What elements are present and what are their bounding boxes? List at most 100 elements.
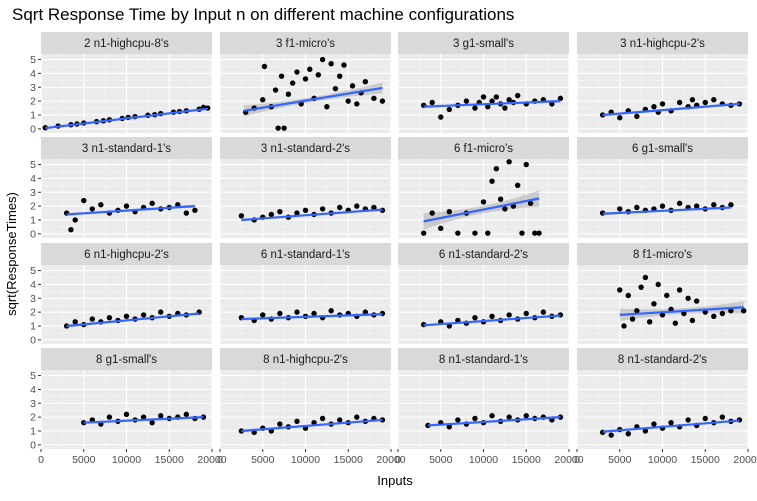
facet-strip bbox=[577, 137, 748, 159]
data-point bbox=[446, 208, 452, 215]
data-point bbox=[536, 230, 542, 236]
facet-panel: 2 n1-highcpu-8's 0 12 3 4 5 bbox=[30, 32, 213, 135]
data-point bbox=[455, 230, 461, 236]
data-point bbox=[702, 99, 708, 106]
y-tick-label: 5 bbox=[30, 265, 36, 277]
data-point bbox=[694, 298, 700, 304]
data-point bbox=[362, 79, 369, 85]
facet-label: 3 n1-standard-1's bbox=[82, 143, 171, 155]
data-point bbox=[149, 419, 155, 426]
data-point bbox=[689, 317, 696, 324]
facet-label: 8 n1-standard-1's bbox=[439, 354, 528, 366]
data-point bbox=[489, 98, 495, 104]
regression-line bbox=[602, 419, 740, 433]
data-point bbox=[711, 202, 717, 208]
facet-panel: 8 n1-standard-1's 0 5000 10000 15000 20000 bbox=[395, 348, 584, 466]
data-point bbox=[158, 413, 164, 419]
facet-panel: 6 n1-standard-2's bbox=[397, 243, 570, 344]
facet-panel: 8 f1-micro's bbox=[576, 243, 749, 344]
facet-label: 2 n1-highcpu-8's bbox=[84, 38, 169, 50]
y-axis-title: sqrt(ResponseTimes) bbox=[4, 192, 19, 316]
facet-panel: 6 n1-standard-1's bbox=[219, 243, 392, 344]
data-point bbox=[634, 113, 640, 120]
regression-line bbox=[241, 313, 383, 321]
data-point bbox=[354, 101, 360, 107]
data-point bbox=[659, 203, 666, 209]
data-point bbox=[659, 312, 666, 318]
data-point bbox=[337, 417, 343, 423]
facet-strip bbox=[398, 348, 569, 370]
data-point bbox=[294, 309, 300, 315]
data-point bbox=[438, 114, 444, 120]
y-tick-label: 3 bbox=[30, 187, 36, 199]
chart-title: Sqrt Response Time by Input n on differe… bbox=[12, 5, 514, 24]
regression-line bbox=[66, 312, 200, 328]
data-point bbox=[277, 421, 283, 427]
data-point bbox=[302, 207, 309, 213]
data-point bbox=[711, 313, 717, 319]
facet-panel: 8 n1-highcpu-2's 0 5000 10000 15000 20000 bbox=[217, 348, 406, 466]
regression-line bbox=[45, 107, 208, 130]
data-point bbox=[493, 166, 500, 172]
data-point bbox=[472, 105, 478, 111]
data-point bbox=[315, 72, 322, 78]
x-tick-label: 10000 bbox=[291, 454, 320, 466]
data-point bbox=[651, 103, 657, 110]
data-point bbox=[149, 200, 155, 207]
data-point bbox=[319, 206, 326, 212]
data-point bbox=[634, 308, 640, 314]
data-point bbox=[685, 295, 691, 301]
data-point bbox=[676, 287, 683, 293]
x-tick-label: 5000 bbox=[72, 454, 96, 466]
y-tick-label: 3 bbox=[30, 82, 36, 94]
data-point bbox=[519, 230, 525, 236]
y-tick-label: 3 bbox=[30, 293, 36, 305]
data-point bbox=[702, 415, 708, 422]
data-point bbox=[527, 200, 534, 207]
facet-strip bbox=[398, 137, 569, 159]
data-point bbox=[89, 206, 96, 212]
data-point bbox=[277, 310, 283, 317]
data-point bbox=[302, 76, 309, 82]
y-tick-label: 4 bbox=[30, 68, 36, 80]
x-tick-label: 10000 bbox=[648, 454, 677, 466]
facet-label: 3 n1-highcpu-2's bbox=[620, 38, 705, 50]
data-point bbox=[354, 203, 360, 209]
data-point bbox=[278, 73, 285, 79]
data-point bbox=[337, 204, 343, 211]
regression-line bbox=[423, 100, 561, 108]
data-point bbox=[379, 417, 386, 423]
data-point bbox=[515, 182, 521, 189]
x-axis-title: Inputs bbox=[377, 473, 413, 488]
data-point bbox=[106, 414, 113, 420]
data-point bbox=[617, 287, 623, 293]
data-point bbox=[506, 312, 512, 318]
data-point bbox=[506, 414, 512, 420]
y-tick-label: 2 bbox=[30, 412, 36, 424]
data-point bbox=[664, 292, 670, 299]
regression-line bbox=[602, 102, 740, 117]
data-point bbox=[261, 63, 268, 70]
data-point bbox=[89, 316, 96, 322]
data-point bbox=[676, 200, 683, 207]
data-point bbox=[158, 309, 164, 315]
data-point bbox=[81, 197, 87, 204]
x-tick-label: 0 bbox=[38, 454, 44, 466]
data-point bbox=[506, 159, 512, 165]
data-point bbox=[455, 417, 461, 423]
y-tick-label: 2 bbox=[30, 201, 36, 213]
data-point bbox=[328, 61, 334, 67]
data-point bbox=[523, 310, 529, 317]
x-tick-label: 15000 bbox=[691, 454, 720, 466]
data-point bbox=[446, 106, 452, 113]
data-point bbox=[72, 217, 78, 223]
facet-strip bbox=[220, 348, 391, 370]
facet-panel: 3 n1-standard-2's bbox=[219, 137, 392, 238]
data-point bbox=[472, 230, 478, 236]
regression-line bbox=[241, 208, 383, 222]
y-tick-label: 5 bbox=[30, 370, 36, 382]
data-point bbox=[285, 91, 292, 97]
facet-strip bbox=[41, 348, 212, 370]
data-point bbox=[506, 97, 512, 103]
